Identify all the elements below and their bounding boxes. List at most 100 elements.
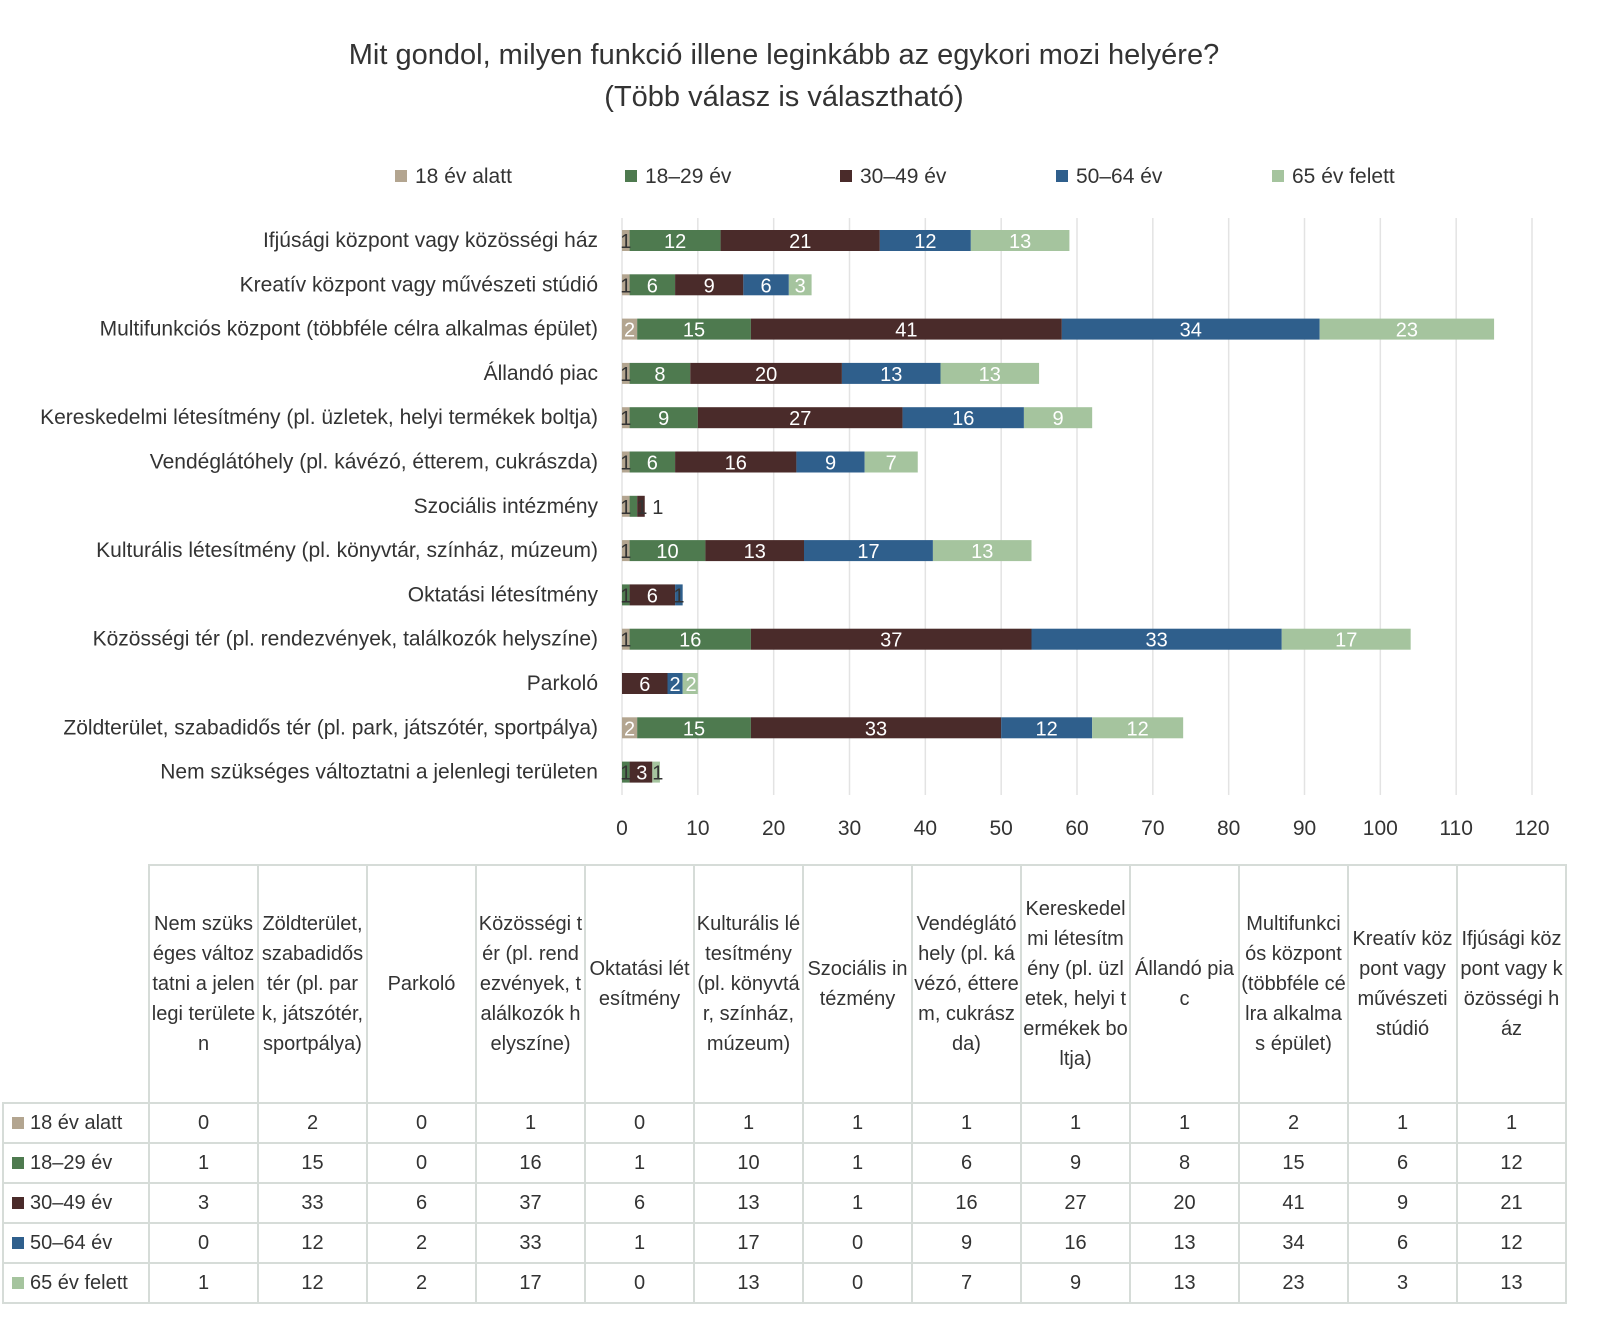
bar-value-label: 9: [1052, 408, 1063, 430]
bar-value-label: 2: [686, 674, 697, 696]
bar-value-label: 12: [664, 231, 686, 253]
table-cell: 6: [1347, 1222, 1458, 1264]
table-cell: 1: [584, 1142, 695, 1184]
bar-segment: [675, 451, 797, 473]
table-cell: 0: [366, 1102, 477, 1144]
bar-value-label: 1: [620, 231, 631, 253]
bar-segment: [788, 274, 812, 296]
bar-segment: [622, 362, 630, 384]
table-cell: 20: [1129, 1182, 1240, 1224]
bar-segment: [637, 318, 751, 340]
table-cell: 2: [366, 1222, 477, 1264]
bar-segment: [629, 761, 653, 783]
x-tick-label: 90: [1293, 817, 1316, 840]
legend-swatch: [12, 1277, 24, 1290]
bar-value-label: 15: [683, 320, 705, 342]
bar-segment: [622, 584, 630, 606]
bar-value-label: 6: [761, 275, 772, 297]
bar-segment: [629, 628, 751, 650]
bar-segment: [1092, 717, 1184, 739]
bar-value-label: 1: [620, 585, 631, 607]
table-cell: 0: [802, 1222, 913, 1264]
category-label: Szociális intézmény: [414, 495, 599, 518]
table-column-header: Multifunkciós központ (többféle célra al…: [1238, 864, 1349, 1104]
table-cell: 17: [475, 1262, 586, 1304]
bar-value-label: 34: [1180, 320, 1202, 342]
bar-segment: [675, 274, 744, 296]
table-row: 18–29 év 1 15 0 16 1 10 1 6 9 8 15 6 12: [2, 1142, 1567, 1184]
table-cell: 1: [1347, 1102, 1458, 1144]
bar-segment: [1319, 318, 1495, 340]
table-cell: 12: [257, 1222, 368, 1264]
bar-segment: [622, 540, 630, 562]
table-row: 18 év alatt 0 2 0 1 0 1 1 1 1 1 2 1 1: [2, 1102, 1567, 1144]
bar-value-label: 1: [620, 275, 631, 297]
bar-value-label: 6: [639, 674, 650, 696]
bar-segment: [705, 540, 804, 562]
table-cell: 2: [1238, 1102, 1349, 1144]
bar-segment: [750, 628, 1032, 650]
bar-value-label: 1: [636, 497, 647, 519]
table-column-header: Szociális intézmény: [802, 864, 913, 1104]
bar-segment: [629, 495, 638, 517]
table-cell: 9: [911, 1222, 1022, 1264]
bar-segment: [1281, 628, 1411, 650]
table-cell: 2: [366, 1262, 477, 1304]
table-cell: 6: [911, 1142, 1022, 1184]
bar-segment: [1001, 717, 1093, 739]
table-cell: 12: [1456, 1222, 1567, 1264]
table-row: 50–64 év 0 12 2 33 1 17 0 9 16 13 34 6 12: [2, 1222, 1567, 1264]
bar-segment: [667, 673, 683, 694]
x-tick-label: 40: [914, 817, 937, 840]
table-cell: 13: [693, 1182, 804, 1224]
bar-segment: [622, 274, 630, 296]
table-column-header: Nem szükséges változtatni a jelenlegi te…: [148, 864, 259, 1104]
table-column-header: Kulturális létesítmény (pl. könyvtár, sz…: [693, 864, 804, 1104]
gridlines: [621, 218, 1533, 795]
bar-segment: [720, 230, 880, 251]
bar-value-label: 10: [656, 541, 678, 563]
bar-segment: [629, 407, 698, 429]
table-cell: 15: [1238, 1142, 1349, 1184]
bar-segment: [750, 318, 1062, 340]
bar-value-label: 6: [647, 585, 658, 607]
table-cell: 1: [1129, 1102, 1240, 1144]
bar-segment: [804, 540, 933, 562]
category-label: Parkoló: [527, 672, 598, 695]
table-cell: 1: [802, 1102, 913, 1144]
bar-segment: [629, 230, 721, 251]
table-cell: 6: [1347, 1142, 1458, 1184]
table-column-header: Ifjúsági központ vagy közösségi ház: [1456, 864, 1567, 1104]
series-name: 65 év felett: [30, 1271, 128, 1294]
series-name: 18 év alatt: [30, 1111, 123, 1134]
bar-segment: [622, 628, 630, 650]
table-cell: 0: [148, 1222, 259, 1264]
table-cell: 1: [802, 1182, 913, 1224]
bar-value-label: 33: [1146, 630, 1168, 652]
bar-segment: [629, 451, 676, 473]
bar-value-label: 12: [1127, 718, 1149, 740]
table-cell: 0: [802, 1262, 913, 1304]
bar-segment: [1031, 628, 1282, 650]
table-cell: 13: [1129, 1222, 1240, 1264]
table-cell: 9: [1347, 1182, 1458, 1224]
bar-value-label: 13: [979, 364, 1001, 386]
bar-value-label: 8: [654, 364, 665, 386]
bar-segment: [675, 584, 683, 606]
bar-value-label: 1: [652, 497, 663, 519]
bar-segment: [629, 540, 706, 562]
bar-value-label: 1: [620, 408, 631, 430]
series-name: 30–49 év: [30, 1191, 113, 1214]
category-label: Kulturális létesítmény (pl. könyvtár, sz…: [96, 539, 598, 562]
table-cell: 1: [584, 1222, 695, 1264]
bar-segment: [743, 274, 789, 296]
bar-segment: [697, 407, 903, 429]
x-tick-label: 60: [1065, 817, 1088, 840]
bars: 1 12 21 12 131 6 9 6 32 15 41 34 231 8 20 13 131 9 27 16 91 6…: [620, 230, 1495, 785]
series-name-cell: 30–49 év: [2, 1182, 150, 1224]
table-column-header: Parkoló: [366, 864, 477, 1104]
x-tick-label: 120: [1514, 817, 1549, 840]
series-name-cell: 65 év felett: [2, 1262, 150, 1304]
table-cell: 1: [1020, 1102, 1131, 1144]
table-cell: 12: [1456, 1142, 1567, 1184]
